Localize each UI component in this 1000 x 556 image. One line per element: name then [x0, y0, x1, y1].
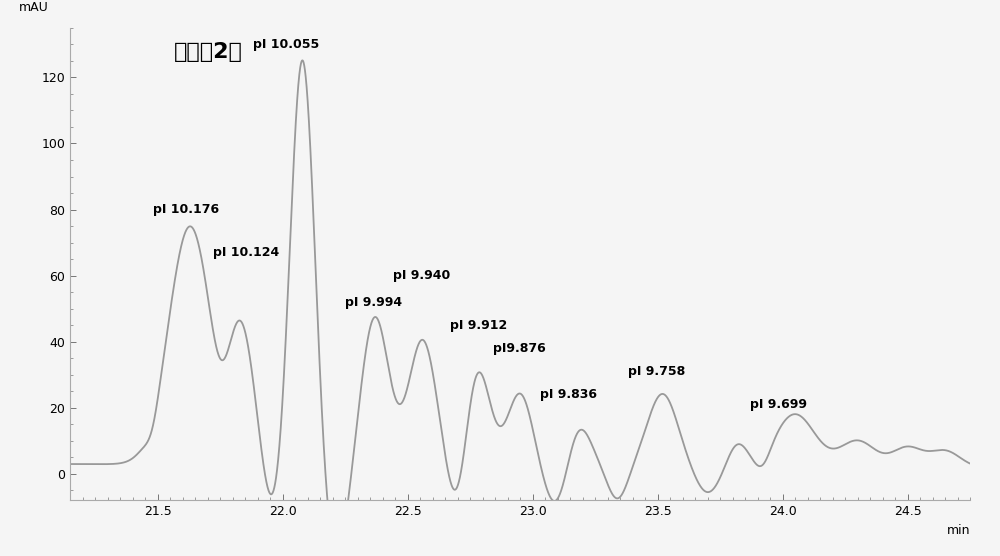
Text: pI 9.912: pI 9.912: [450, 319, 507, 332]
Text: pI 9.940: pI 9.940: [393, 269, 450, 282]
Text: pI 9.836: pI 9.836: [540, 388, 597, 401]
Text: 原研品2批: 原研品2批: [174, 42, 242, 62]
Text: pI 9.699: pI 9.699: [750, 398, 807, 411]
X-axis label: min: min: [946, 524, 970, 537]
Y-axis label: mAU: mAU: [19, 1, 49, 14]
Text: pI 10.055: pI 10.055: [253, 38, 319, 51]
Text: pI 9.758: pI 9.758: [628, 365, 685, 378]
Text: pI9.876: pI9.876: [493, 342, 545, 355]
Text: pI 10.124: pI 10.124: [213, 246, 279, 259]
Text: pI 10.176: pI 10.176: [153, 203, 219, 216]
Text: pI 9.994: pI 9.994: [345, 296, 402, 309]
